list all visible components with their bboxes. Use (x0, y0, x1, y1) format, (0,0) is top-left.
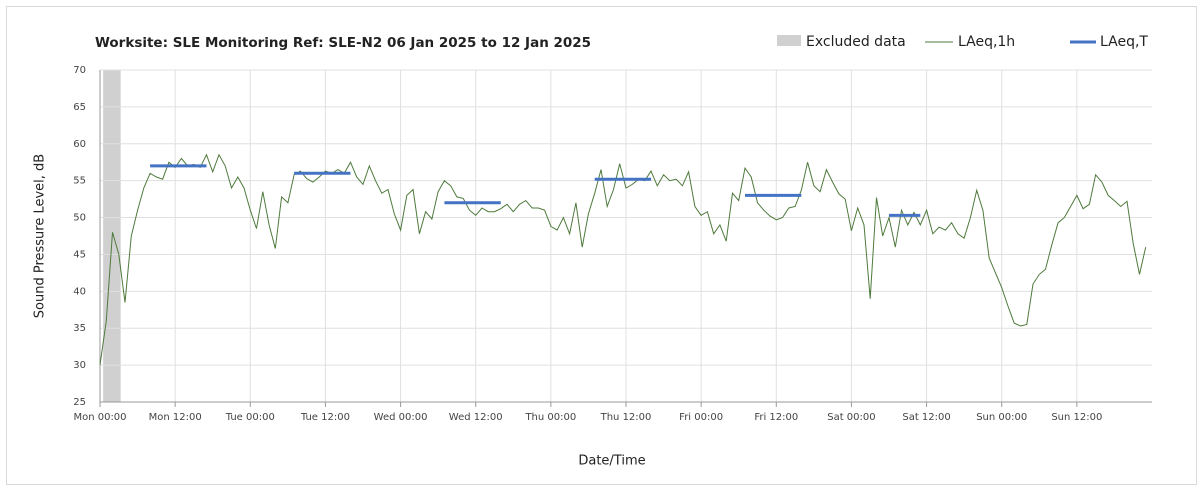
y-tick-label: 50 (73, 213, 86, 224)
x-tick-label: Sat 00:00 (827, 412, 875, 423)
x-tick-label: Fri 00:00 (679, 412, 723, 423)
y-tick-label: 40 (73, 286, 86, 297)
x-tick-label: Mon 00:00 (73, 412, 126, 423)
x-tick-label: Thu 00:00 (524, 412, 576, 423)
x-tick-label: Wed 00:00 (374, 412, 428, 423)
x-tick-label: Mon 12:00 (149, 412, 202, 423)
y-tick-label: 60 (73, 139, 86, 150)
chart-title: Worksite: SLE Monitoring Ref: SLE-N2 06 … (95, 35, 591, 51)
y-tick-label: 30 (73, 360, 86, 371)
legend-label: Excluded data (806, 34, 906, 50)
x-axis-label: Date/Time (578, 454, 645, 469)
y-tick-label: 70 (73, 65, 86, 76)
y-tick-label: 55 (73, 176, 86, 187)
x-tick-label: Wed 12:00 (449, 412, 503, 423)
y-tick-label: 65 (73, 102, 86, 113)
legend-label: LAeq,T (1100, 34, 1148, 50)
x-tick-label: Thu 12:00 (600, 412, 652, 423)
x-tick-label: Fri 12:00 (754, 412, 798, 423)
x-tick-label: Sat 12:00 (902, 412, 950, 423)
y-tick-label: 45 (73, 249, 86, 260)
x-tick-label: Sun 12:00 (1051, 412, 1102, 423)
x-tick-label: Sun 00:00 (976, 412, 1027, 423)
x-tick-label: Tue 12:00 (300, 412, 350, 423)
x-tick-label: Tue 00:00 (225, 412, 275, 423)
legend-label: LAeq,1h (958, 34, 1015, 50)
data-line (99, 153, 1147, 366)
y-tick-label: 35 (73, 323, 86, 334)
y-axis-label: Sound Pressure Level, dB (33, 154, 48, 318)
legend-swatch (777, 35, 801, 46)
y-tick-label: 25 (73, 397, 86, 408)
chart-border (6, 6, 1197, 485)
